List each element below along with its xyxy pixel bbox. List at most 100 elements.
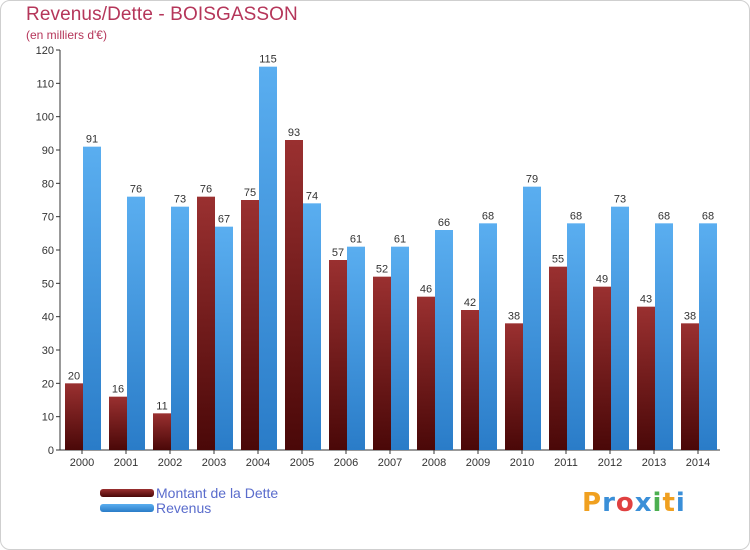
x-tick-label: 2008 [422, 457, 446, 469]
x-tick-label: 2009 [466, 457, 490, 469]
data-label-revenus: 68 [570, 210, 582, 222]
data-label-debt: 16 [112, 384, 124, 396]
x-tick-label: 2004 [246, 457, 270, 469]
x-tick-label: 2012 [598, 457, 622, 469]
y-tick-label: 70 [42, 212, 54, 224]
bar-debt [65, 383, 83, 450]
logo-letter: t [662, 488, 676, 518]
bar-debt [109, 396, 127, 450]
data-label-revenus: 73 [174, 194, 186, 206]
data-label-revenus: 76 [130, 184, 142, 196]
x-tick-label: 2013 [642, 457, 666, 469]
bar-debt [505, 323, 523, 450]
logo-letter: i [652, 488, 663, 518]
y-tick-label: 80 [42, 178, 54, 190]
bar-revenus [611, 206, 629, 450]
data-label-revenus: 91 [86, 134, 98, 146]
x-tick-label: 2011 [554, 457, 578, 469]
y-tick-label: 110 [36, 78, 54, 90]
data-label-debt: 49 [596, 274, 608, 286]
bar-debt [461, 310, 479, 450]
bar-debt [593, 286, 611, 450]
proxiti-logo: Proxiti [582, 488, 686, 518]
x-tick-label: 2006 [334, 457, 358, 469]
y-tick-label: 40 [42, 312, 54, 324]
bar-debt [373, 276, 391, 450]
data-label-debt: 38 [508, 310, 520, 322]
legend-label-debt: Montant de la Dette [156, 485, 279, 501]
y-tick-label: 20 [42, 378, 54, 390]
x-tick-label: 2003 [202, 457, 226, 469]
bar-debt [329, 260, 347, 450]
data-label-revenus: 115 [259, 54, 277, 66]
y-tick-label: 90 [42, 145, 54, 157]
legend-swatch-debt [100, 489, 154, 497]
bar-debt [681, 323, 699, 450]
bar-revenus [699, 223, 717, 450]
y-tick-label: 120 [36, 45, 54, 57]
logo-letter: o [615, 488, 635, 518]
y-tick-label: 10 [42, 412, 54, 424]
legend-swatch-revenus [100, 504, 154, 512]
bar-revenus [655, 223, 673, 450]
bar-debt [197, 196, 215, 450]
bar-revenus [347, 246, 365, 450]
bar-revenus [303, 203, 321, 450]
logo-letter: i [675, 488, 686, 518]
y-tick-label: 30 [42, 345, 54, 357]
data-label-revenus: 68 [482, 210, 494, 222]
bar-revenus [435, 230, 453, 450]
bar-debt [153, 413, 171, 450]
data-label-debt: 11 [156, 400, 167, 412]
data-label-debt: 93 [288, 127, 300, 139]
bar-debt [549, 266, 567, 450]
data-label-revenus: 67 [218, 214, 230, 226]
data-label-revenus: 61 [394, 234, 406, 246]
data-label-debt: 42 [464, 297, 476, 309]
bar-revenus [523, 186, 541, 450]
chart-title: Revenus/Dette - BOISGASSON [26, 4, 298, 25]
data-label-revenus: 68 [658, 210, 670, 222]
bar-debt [417, 296, 435, 450]
bar-revenus [83, 146, 101, 450]
x-tick-label: 2002 [158, 457, 182, 469]
chart-subtitle: (en milliers d'€) [26, 28, 107, 42]
x-tick-label: 2007 [378, 457, 402, 469]
logo-letter: P [582, 488, 603, 518]
bar-debt [285, 140, 303, 450]
data-label-debt: 46 [420, 284, 432, 296]
data-label-debt: 52 [376, 264, 388, 276]
data-label-revenus: 61 [350, 234, 362, 246]
x-tick-label: 2010 [510, 457, 534, 469]
bar-revenus [567, 223, 585, 450]
data-label-debt: 43 [640, 294, 652, 306]
x-tick-label: 2001 [114, 457, 138, 469]
legend-label-revenus: Revenus [156, 500, 212, 516]
data-label-revenus: 66 [438, 217, 450, 229]
bar-revenus [479, 223, 497, 450]
bar-revenus [127, 196, 145, 450]
x-tick-label: 2014 [686, 457, 710, 469]
bar-revenus [215, 226, 233, 450]
bar-revenus [259, 66, 277, 451]
logo-letter: r [602, 488, 616, 518]
data-label-revenus: 79 [526, 174, 538, 186]
logo-letter: x [634, 488, 653, 518]
data-label-revenus: 74 [306, 190, 318, 202]
data-label-debt: 75 [244, 187, 256, 199]
data-label-debt: 57 [332, 247, 344, 259]
bar-debt [637, 306, 655, 450]
y-tick-label: 0 [48, 445, 54, 457]
y-tick-label: 100 [36, 112, 54, 124]
y-tick-label: 60 [42, 245, 54, 257]
data-label-debt: 20 [68, 370, 80, 382]
data-label-revenus: 68 [702, 210, 714, 222]
bar-revenus [171, 206, 189, 450]
bar-debt [241, 200, 259, 450]
x-tick-label: 2005 [290, 457, 314, 469]
x-tick-label: 2000 [70, 457, 94, 469]
data-label-debt: 55 [552, 254, 564, 266]
data-label-revenus: 73 [614, 194, 626, 206]
y-tick-label: 50 [42, 278, 54, 290]
